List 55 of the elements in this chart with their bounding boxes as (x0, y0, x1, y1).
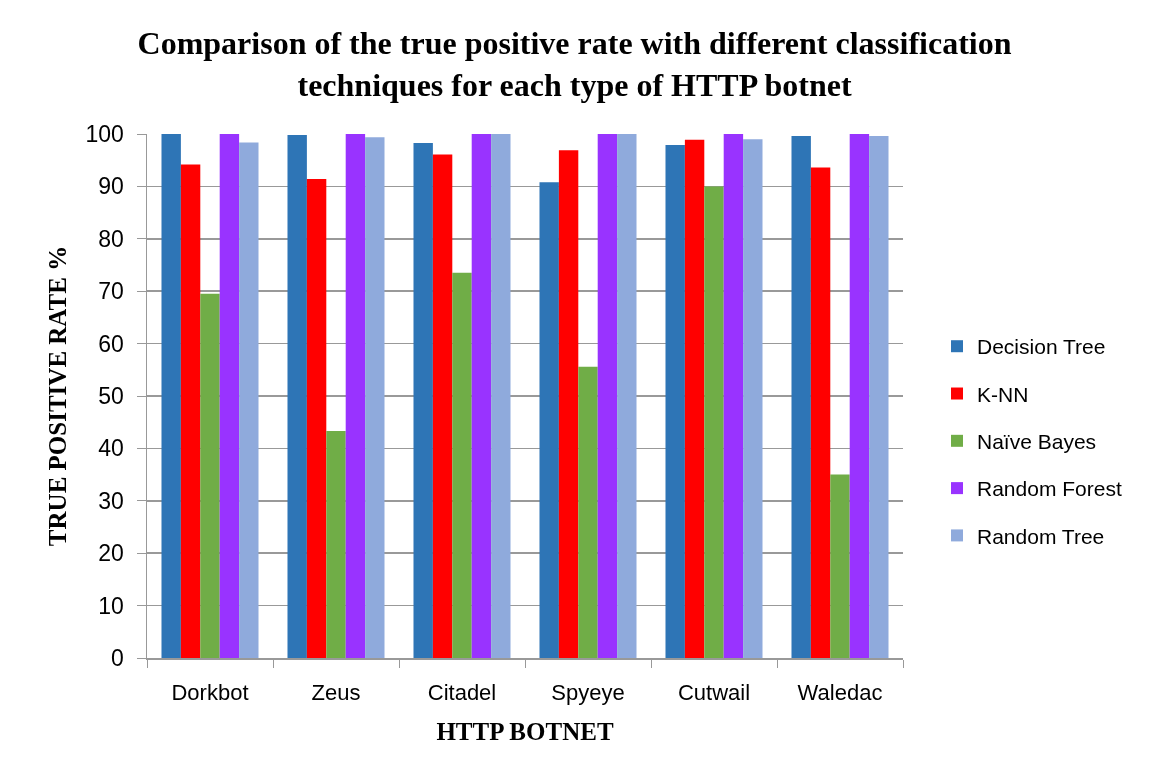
bar (578, 366, 598, 658)
bar (365, 137, 385, 658)
y-tick-label: 60 (98, 330, 124, 357)
y-tick-label: 70 (98, 278, 124, 305)
bar (161, 134, 181, 658)
bar (704, 186, 724, 658)
bar (617, 134, 637, 658)
bar (869, 136, 889, 658)
bar (345, 134, 366, 658)
y-tick-label: 40 (98, 435, 124, 462)
bar (452, 272, 472, 658)
legend-label: Random Tree (977, 524, 1105, 548)
y-axis-title: TRUE POSITIVE RATE % (43, 245, 71, 547)
bar (491, 134, 511, 658)
bar (306, 179, 327, 658)
legend-label: K-NN (977, 382, 1029, 406)
x-axis-title: HTTP BOTNET (436, 717, 614, 745)
y-tick-label: 50 (98, 383, 124, 410)
bar (539, 182, 559, 658)
x-tick-label: Citadel (427, 679, 497, 705)
bar (849, 134, 870, 658)
bar (558, 150, 579, 658)
x-tick-label: Dorkbot (171, 679, 249, 705)
x-tick-label: Spyeye (551, 679, 625, 705)
bar (326, 431, 346, 658)
y-tick-label: 10 (98, 592, 124, 619)
bar (413, 142, 433, 658)
legend-label: Random Forest (977, 477, 1122, 501)
bar (723, 134, 744, 658)
bar (471, 134, 492, 658)
chart-title: Comparison of the true positive rate with different classification techniques for each type of HTTP botnet (137, 25, 1012, 103)
y-tick-label: 0 (111, 645, 124, 672)
bar (219, 134, 240, 658)
x-tick-label: Cutwail (677, 679, 751, 705)
y-tick-label: 90 (98, 173, 124, 200)
bar (597, 134, 618, 658)
bar (743, 139, 763, 658)
bar (810, 167, 831, 658)
bar (239, 142, 259, 658)
x-tick-label: Zeus (311, 679, 361, 705)
bar (287, 135, 307, 658)
bar (200, 293, 220, 658)
bar (684, 139, 705, 658)
bar (180, 164, 201, 658)
x-tick-label: Waledac (797, 679, 883, 705)
bar (432, 154, 453, 658)
legend-label: Naïve Bayes (977, 430, 1097, 453)
y-tick-label: 20 (98, 540, 124, 567)
bar (665, 145, 685, 658)
legend-label: Decision Tree (977, 335, 1106, 359)
y-tick-label: 80 (98, 225, 124, 252)
y-tick-label: 30 (98, 487, 124, 514)
bar (791, 136, 811, 658)
bar (830, 474, 850, 658)
y-tick-label: 100 (85, 121, 124, 148)
